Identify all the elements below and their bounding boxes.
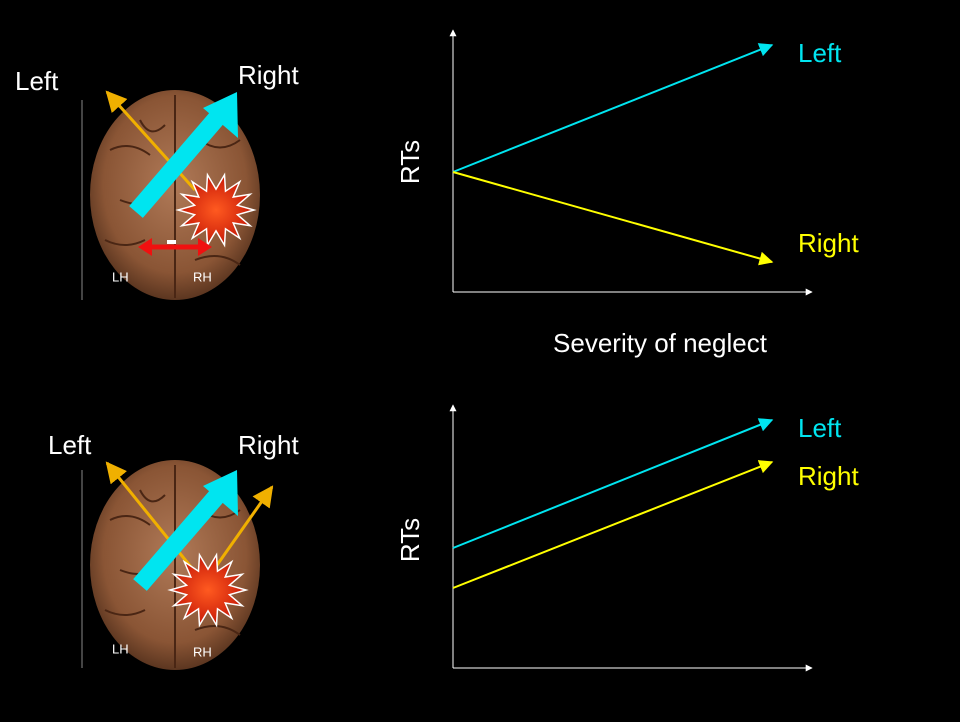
y-label: RTs [395,140,425,184]
rh-label: RH [193,644,212,659]
slide: Left Right LH RH Left Right RTs Severity… [0,0,960,722]
y-label: RTs [395,518,425,562]
line-label: Left [798,413,842,443]
x-label: Severity of neglect [553,328,768,358]
minus-sign [167,240,176,244]
line-label: Right [798,461,859,491]
lh-label: LH [112,641,129,656]
right-label: Right [238,430,299,460]
left-label: Left [15,66,59,96]
lh-label: LH [112,269,129,284]
rh-label: RH [193,269,212,284]
right-label: Right [238,60,299,90]
line-label: Left [798,38,842,68]
line-label: Right [798,228,859,258]
left-label: Left [48,430,92,460]
